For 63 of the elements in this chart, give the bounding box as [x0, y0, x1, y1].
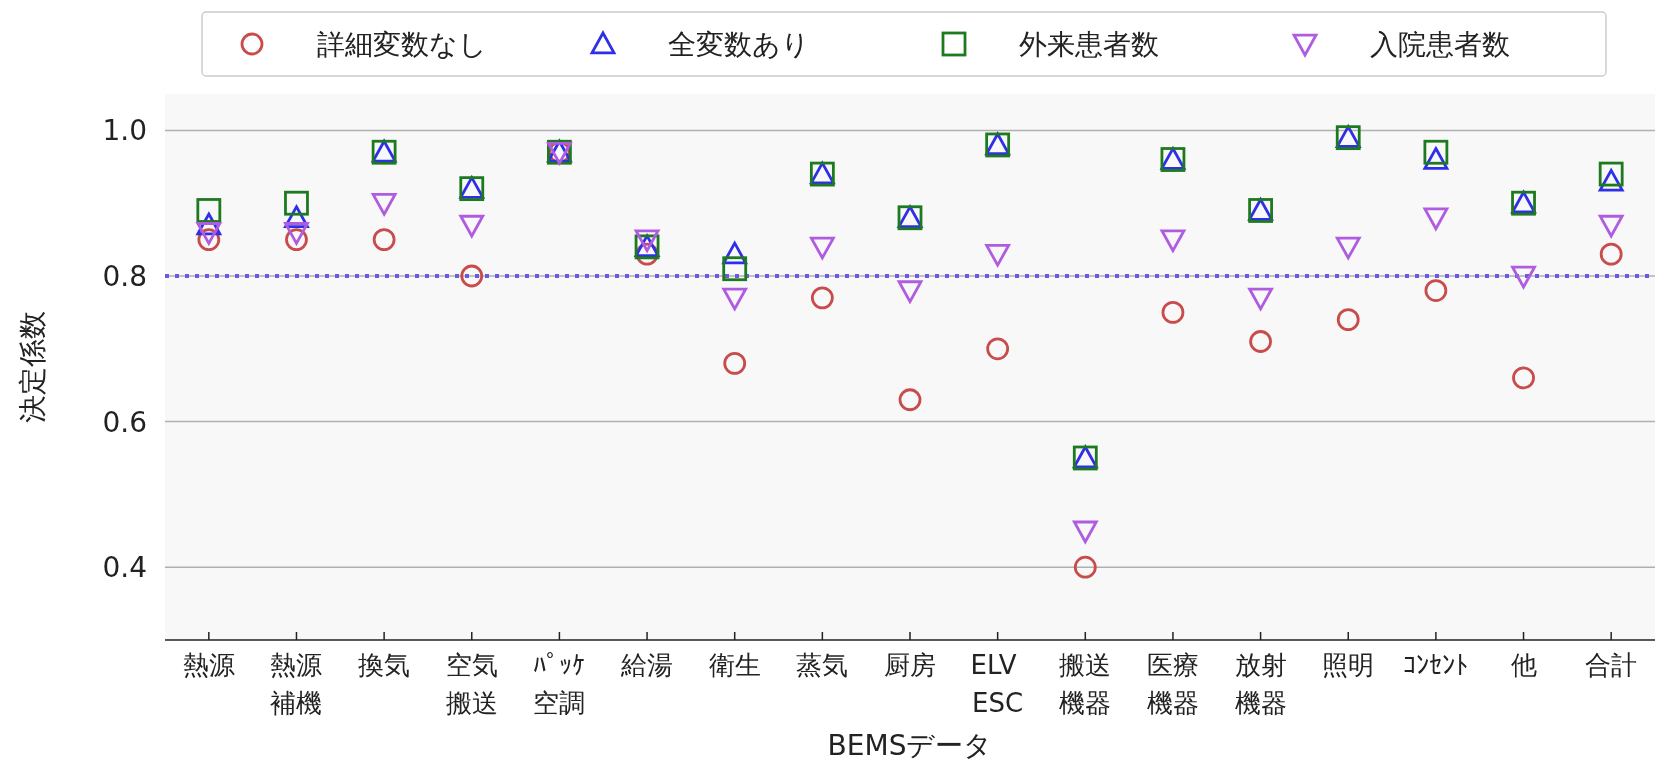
point [810, 286, 834, 310]
point [723, 351, 747, 375]
point [1423, 139, 1449, 165]
y-tick-label: 0.4 [102, 551, 147, 585]
x-tick-label: 搬送機器 [1059, 650, 1112, 718]
point [459, 214, 485, 238]
legend-label: 外来患者数 [1019, 28, 1159, 61]
point [196, 222, 222, 245]
y-tick-label: 0.8 [102, 260, 147, 293]
point [285, 228, 308, 251]
point [1336, 308, 1360, 332]
point [460, 264, 484, 288]
x-tick-label: ﾊﾟｯｹ空調 [533, 650, 586, 718]
point [1511, 265, 1536, 289]
x-tick-label: 蒸気 [796, 650, 849, 680]
x-axis-title: BEMSデータ [827, 729, 993, 762]
x-tick-label: ELV ESC [970, 650, 1025, 718]
x-tick-label: 給湯 [620, 650, 674, 680]
point [1161, 301, 1185, 324]
point [722, 287, 748, 311]
point [196, 198, 222, 223]
point [1598, 168, 1624, 192]
point [1072, 520, 1098, 544]
point [1248, 287, 1273, 311]
point [284, 222, 309, 245]
point [722, 256, 748, 282]
point [1073, 555, 1097, 579]
legend-label: 詳細変数なし [317, 28, 487, 61]
x-tick-label: 熱源 [182, 650, 235, 680]
x-tick-label: 放射機器 [1234, 650, 1287, 718]
point [809, 236, 835, 260]
point [1423, 207, 1449, 231]
y-axis-title: 決定係数 [16, 311, 49, 423]
x-tick-label: 医療機器 [1146, 650, 1199, 718]
y-tick-label: 1.0 [102, 114, 147, 148]
y-tick-label: 0.6 [102, 405, 147, 439]
point [1160, 229, 1186, 252]
x-tick-label: 衛生 [708, 650, 761, 680]
x-tick-label: 熱源補機 [270, 650, 323, 718]
point [1599, 242, 1623, 266]
point [1335, 236, 1361, 260]
point [371, 193, 397, 216]
point [634, 229, 660, 252]
point [284, 190, 309, 216]
point [1249, 330, 1272, 353]
point [1512, 366, 1535, 390]
x-tick-label: 合計 [1585, 650, 1638, 680]
legend-label: 全変数あり [668, 28, 810, 61]
point [1598, 161, 1624, 187]
legend-label: 入院患者数 [1370, 28, 1510, 61]
x-tick-label: 厨房 [884, 650, 936, 680]
point [897, 280, 923, 303]
point [898, 388, 922, 412]
point [985, 243, 1011, 267]
point [1598, 214, 1624, 238]
point [372, 228, 396, 251]
x-tick-label: ｺﾝｾﾝﾄ [1403, 650, 1469, 680]
x-tick-label: 空気搬送 [445, 650, 498, 718]
point [1424, 279, 1448, 302]
x-tick-label: 照明 [1322, 650, 1375, 680]
x-tick-label: 換気 [358, 650, 411, 680]
point [986, 337, 1010, 361]
x-tick-label: 他 [1510, 650, 1537, 680]
